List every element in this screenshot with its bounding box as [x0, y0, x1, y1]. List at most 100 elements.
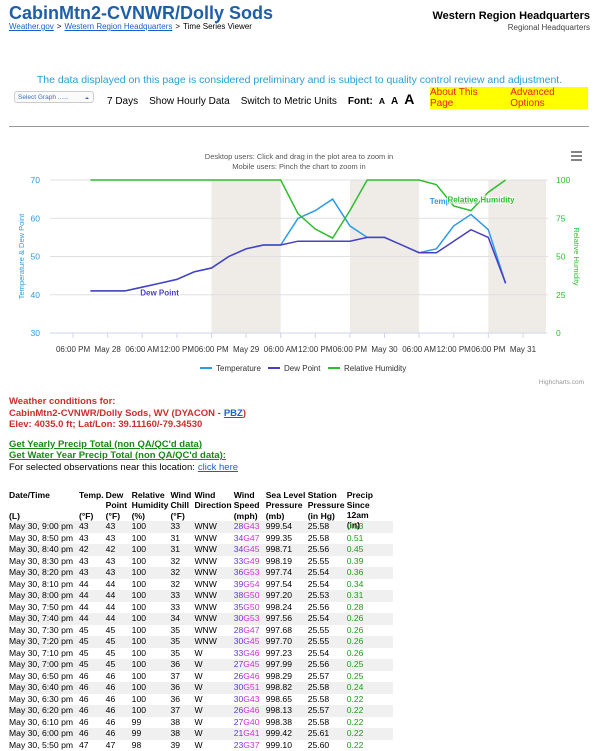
nearby-text: For selected observations near this loca… [9, 462, 195, 473]
table-cell: 37 [170, 671, 194, 683]
wind-speed: 27 [234, 659, 244, 669]
header-box: Station Pressure(in Hg) [308, 490, 345, 521]
table-cell: 23G37 [234, 740, 266, 751]
table-cell: 100 [132, 590, 171, 602]
table-cell: 38 [170, 728, 194, 740]
table-cell: 0.25 [347, 659, 393, 671]
precip-link[interactable]: Get Yearly Precip Total (non QA/QC'd dat… [9, 439, 246, 451]
table-cell: 21G41 [234, 728, 266, 740]
table-cell: 0.26 [347, 613, 393, 625]
table-cell: May 30, 6:20 pm [9, 705, 79, 717]
legend-label: Relative Humidity [344, 364, 406, 373]
observations-table: Date/Time(L)Temp.(°F)Dew Point(°F)Relati… [9, 490, 393, 751]
table-cell: WNW [194, 625, 233, 637]
table-cell: 46 [106, 682, 132, 694]
table-cell: 45 [106, 625, 132, 637]
x-tick-label: May 30 [371, 345, 398, 354]
table-cell: May 30, 7:30 pm [9, 625, 79, 637]
table-cell: 100 [132, 682, 171, 694]
header-title: Dew Point [106, 490, 130, 510]
table-cell: 0.22 [347, 717, 393, 729]
table-cell: 25.58 [308, 521, 347, 533]
table-cell: 43 [79, 556, 106, 568]
table-cell: 35 [170, 648, 194, 660]
column-header: Dew Point(°F) [106, 490, 132, 521]
table-cell: 997.99 [266, 659, 308, 671]
table-cell: 34G47 [234, 533, 266, 545]
y2-tick-label: 75 [556, 213, 566, 223]
table-cell: 0.45 [347, 544, 393, 556]
wind-gust: G46 [243, 705, 259, 715]
wind-gust: G51 [243, 682, 259, 692]
wind-gust: G40 [243, 717, 259, 727]
x-tick-label: 06:00 PM [194, 345, 229, 354]
x-tick-label: 06:00 AM [125, 345, 159, 354]
header-box: Temp.(°F) [79, 490, 104, 521]
table-cell: 35 [170, 625, 194, 637]
table-cell: 43 [106, 556, 132, 568]
menu-icon[interactable] [571, 152, 582, 160]
table-cell: 25.55 [308, 625, 347, 637]
table-cell: 28G47 [234, 625, 266, 637]
nearby-link[interactable]: click here [198, 462, 238, 473]
wind-speed: 30 [234, 694, 244, 704]
legend-label: Dew Point [284, 364, 321, 373]
precip-link[interactable]: Get Water Year Precip Total (non QA/QC'd… [9, 450, 246, 462]
table-cell: 39G54 [234, 579, 266, 591]
table-cell: 100 [132, 694, 171, 706]
y-tick-label: 40 [31, 290, 41, 300]
header-unit: (L) [9, 511, 77, 521]
table-cell: 46 [106, 705, 132, 717]
x-tick-label: 12:00 PM [437, 345, 472, 354]
table-cell: 0.31 [347, 590, 393, 602]
table-cell: May 30, 6:40 pm [9, 682, 79, 694]
wind-speed: 34 [234, 533, 244, 543]
table-cell: 25.53 [308, 590, 347, 602]
y-tick-label: 70 [31, 175, 41, 185]
wind-speed: 30 [234, 682, 244, 692]
table-cell: 25.57 [308, 705, 347, 717]
table-cell: 34G45 [234, 544, 266, 556]
wind-speed: 34 [234, 544, 244, 554]
table-cell: WNW [194, 613, 233, 625]
table-cell: 27G45 [234, 659, 266, 671]
conditions-heading: Weather conditions for: [9, 396, 246, 408]
table-cell: 0.34 [347, 579, 393, 591]
header-title: Station Pressure [308, 490, 345, 510]
table-cell: 33G46 [234, 648, 266, 660]
network-link[interactable]: PBZ [224, 408, 243, 419]
table-cell: May 30, 7:20 pm [9, 636, 79, 648]
table-cell: 0.25 [347, 671, 393, 683]
table-cell: May 30, 7:10 pm [9, 648, 79, 660]
wind-gust: G45 [243, 659, 259, 669]
table-cell: 998.82 [266, 682, 308, 694]
table-cell: 100 [132, 602, 171, 614]
table-cell: 36 [170, 694, 194, 706]
wind-speed: 33 [234, 648, 244, 658]
table-cell: 997.70 [266, 636, 308, 648]
table-cell: 36 [170, 659, 194, 671]
table-cell: 44 [79, 590, 106, 602]
table-cell: 100 [132, 613, 171, 625]
table-cell: 99 [132, 717, 171, 729]
table-cell: 0.28 [347, 602, 393, 614]
header-box: Dew Point(°F) [106, 490, 130, 521]
table-cell: May 30, 6:10 pm [9, 717, 79, 729]
table-cell: 30G53 [234, 613, 266, 625]
wind-speed: 26 [234, 671, 244, 681]
table-cell: 43 [106, 533, 132, 545]
table-cell: 46 [79, 694, 106, 706]
table-cell: 0.22 [347, 705, 393, 717]
wind-gust: G50 [243, 590, 259, 600]
wind-gust: G43 [243, 694, 259, 704]
x-tick-label: 12:00 PM [160, 345, 195, 354]
header-box: Relative Humidity(%) [132, 490, 169, 521]
table-cell: 46 [79, 728, 106, 740]
